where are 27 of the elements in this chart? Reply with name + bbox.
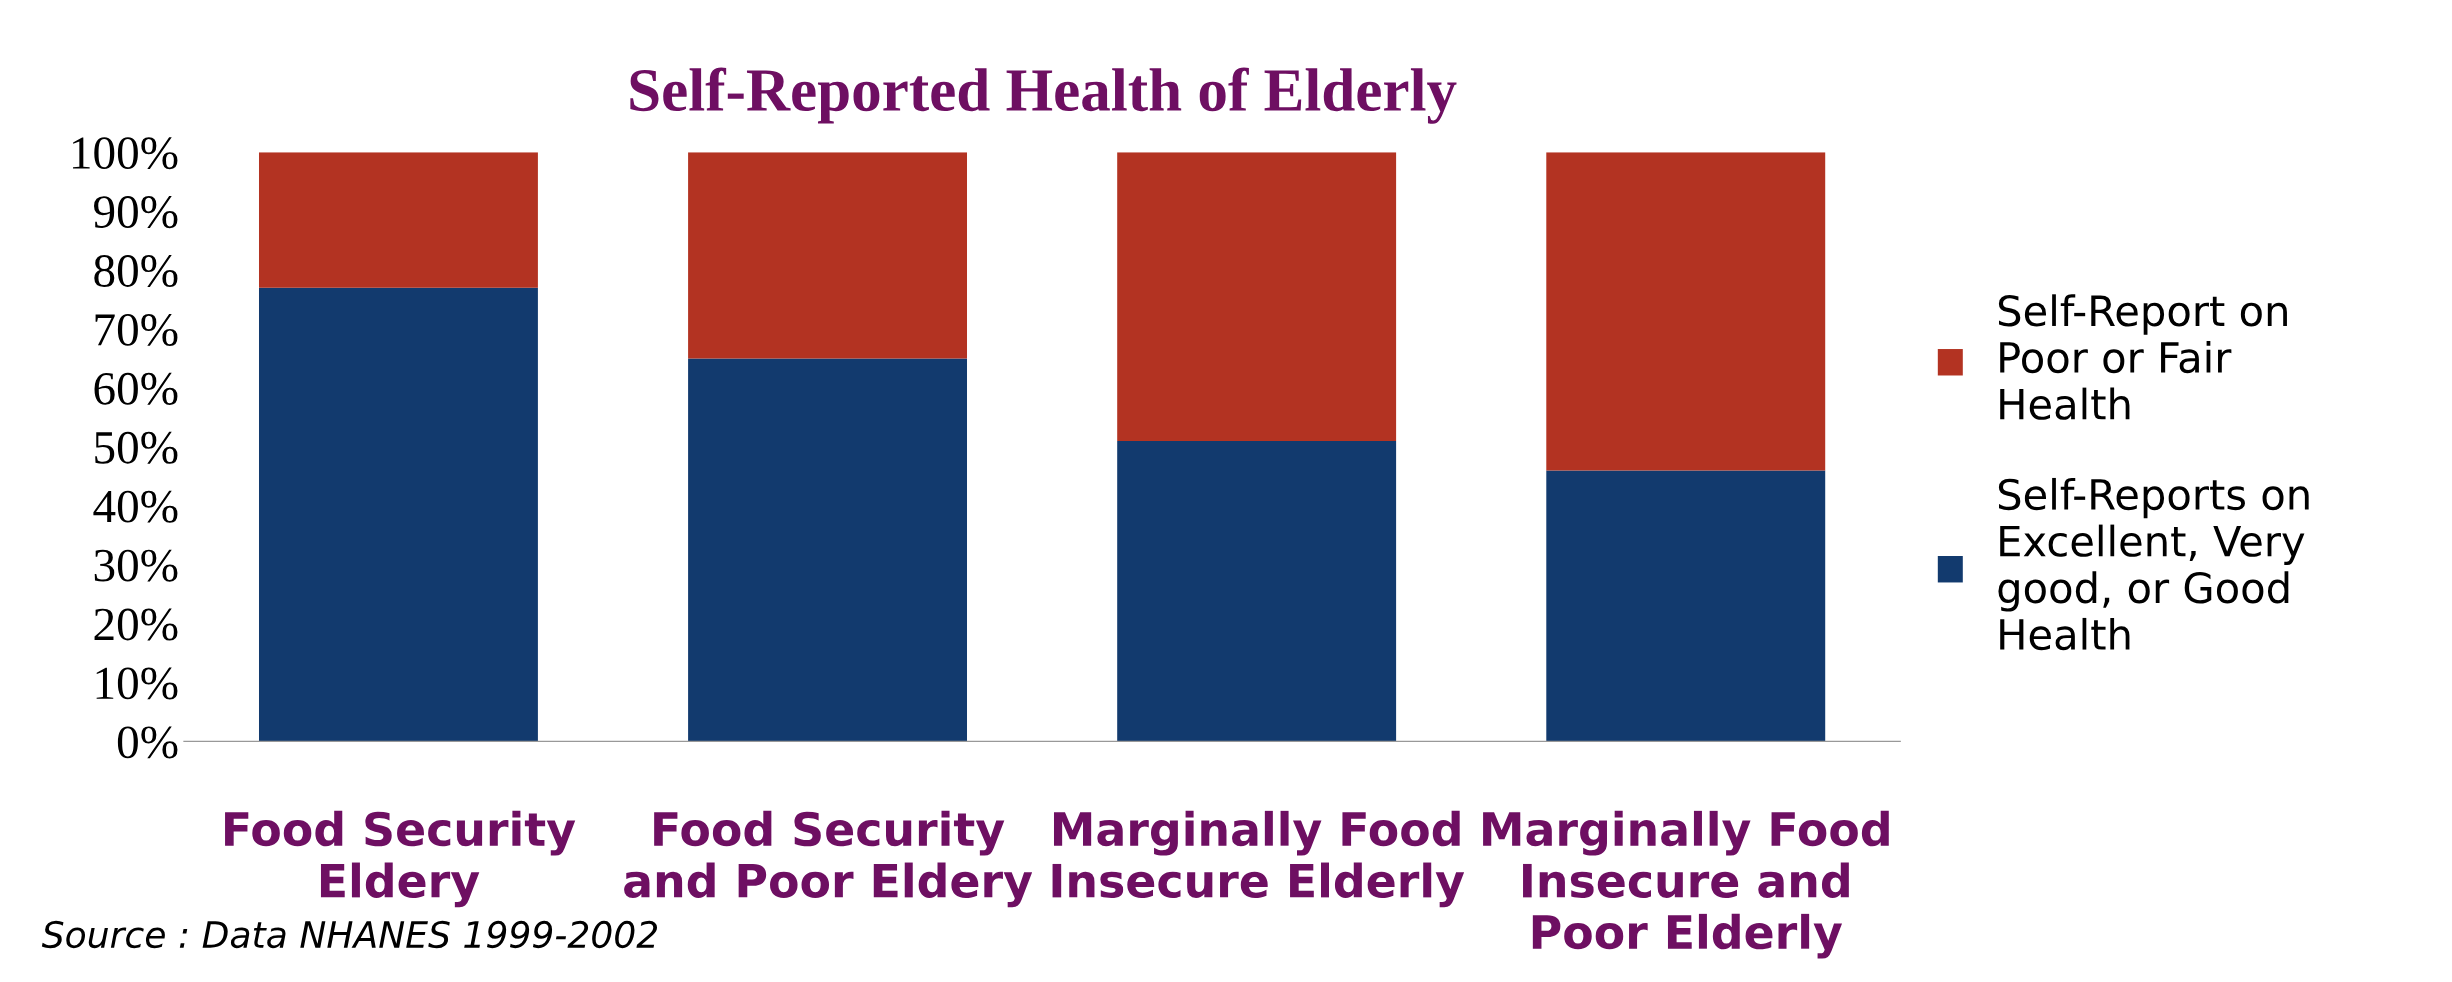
y-tick-label: 30% <box>94 549 178 582</box>
bar <box>258 152 538 288</box>
y-tick-label: 40% <box>93 490 178 523</box>
legend-label: Self-Report on Poor or Fair Health <box>1998 294 2287 420</box>
y-tick-label: 0% <box>117 726 178 759</box>
x-tick-label: Food Security Eldery <box>225 810 576 908</box>
chart-title: Self-Reported Health of Elderly <box>630 67 1457 124</box>
y-tick-label: 70% <box>95 313 178 346</box>
x-tick-label: Food Security and Poor Eldery <box>624 810 1033 908</box>
y-tick-label: 80% <box>94 255 178 288</box>
bar <box>1546 470 1826 742</box>
legend-label: Self-Reports on Excellent, Very good, or Good Health <box>1998 477 2309 651</box>
y-tick-label: 100% <box>73 137 178 170</box>
x-tick-label: Marginally Food Insecure Elderly <box>1052 810 1465 908</box>
bar <box>688 152 968 359</box>
bar <box>1117 152 1397 441</box>
y-tick-label: 10% <box>96 667 178 700</box>
bar <box>1546 152 1826 471</box>
bar <box>258 287 538 742</box>
bar <box>688 358 968 742</box>
y-tick-label: 90% <box>94 196 178 229</box>
source-note: Source : Data NHANES 1999-2002 <box>41 920 658 949</box>
y-tick-label: 50% <box>95 431 178 464</box>
y-tick-label: 60% <box>94 372 178 405</box>
bar <box>1117 440 1397 742</box>
x-tick-label: Marginally Food Insecure and Poor Elderly <box>1483 810 1889 959</box>
y-tick-label: 20% <box>94 608 178 641</box>
